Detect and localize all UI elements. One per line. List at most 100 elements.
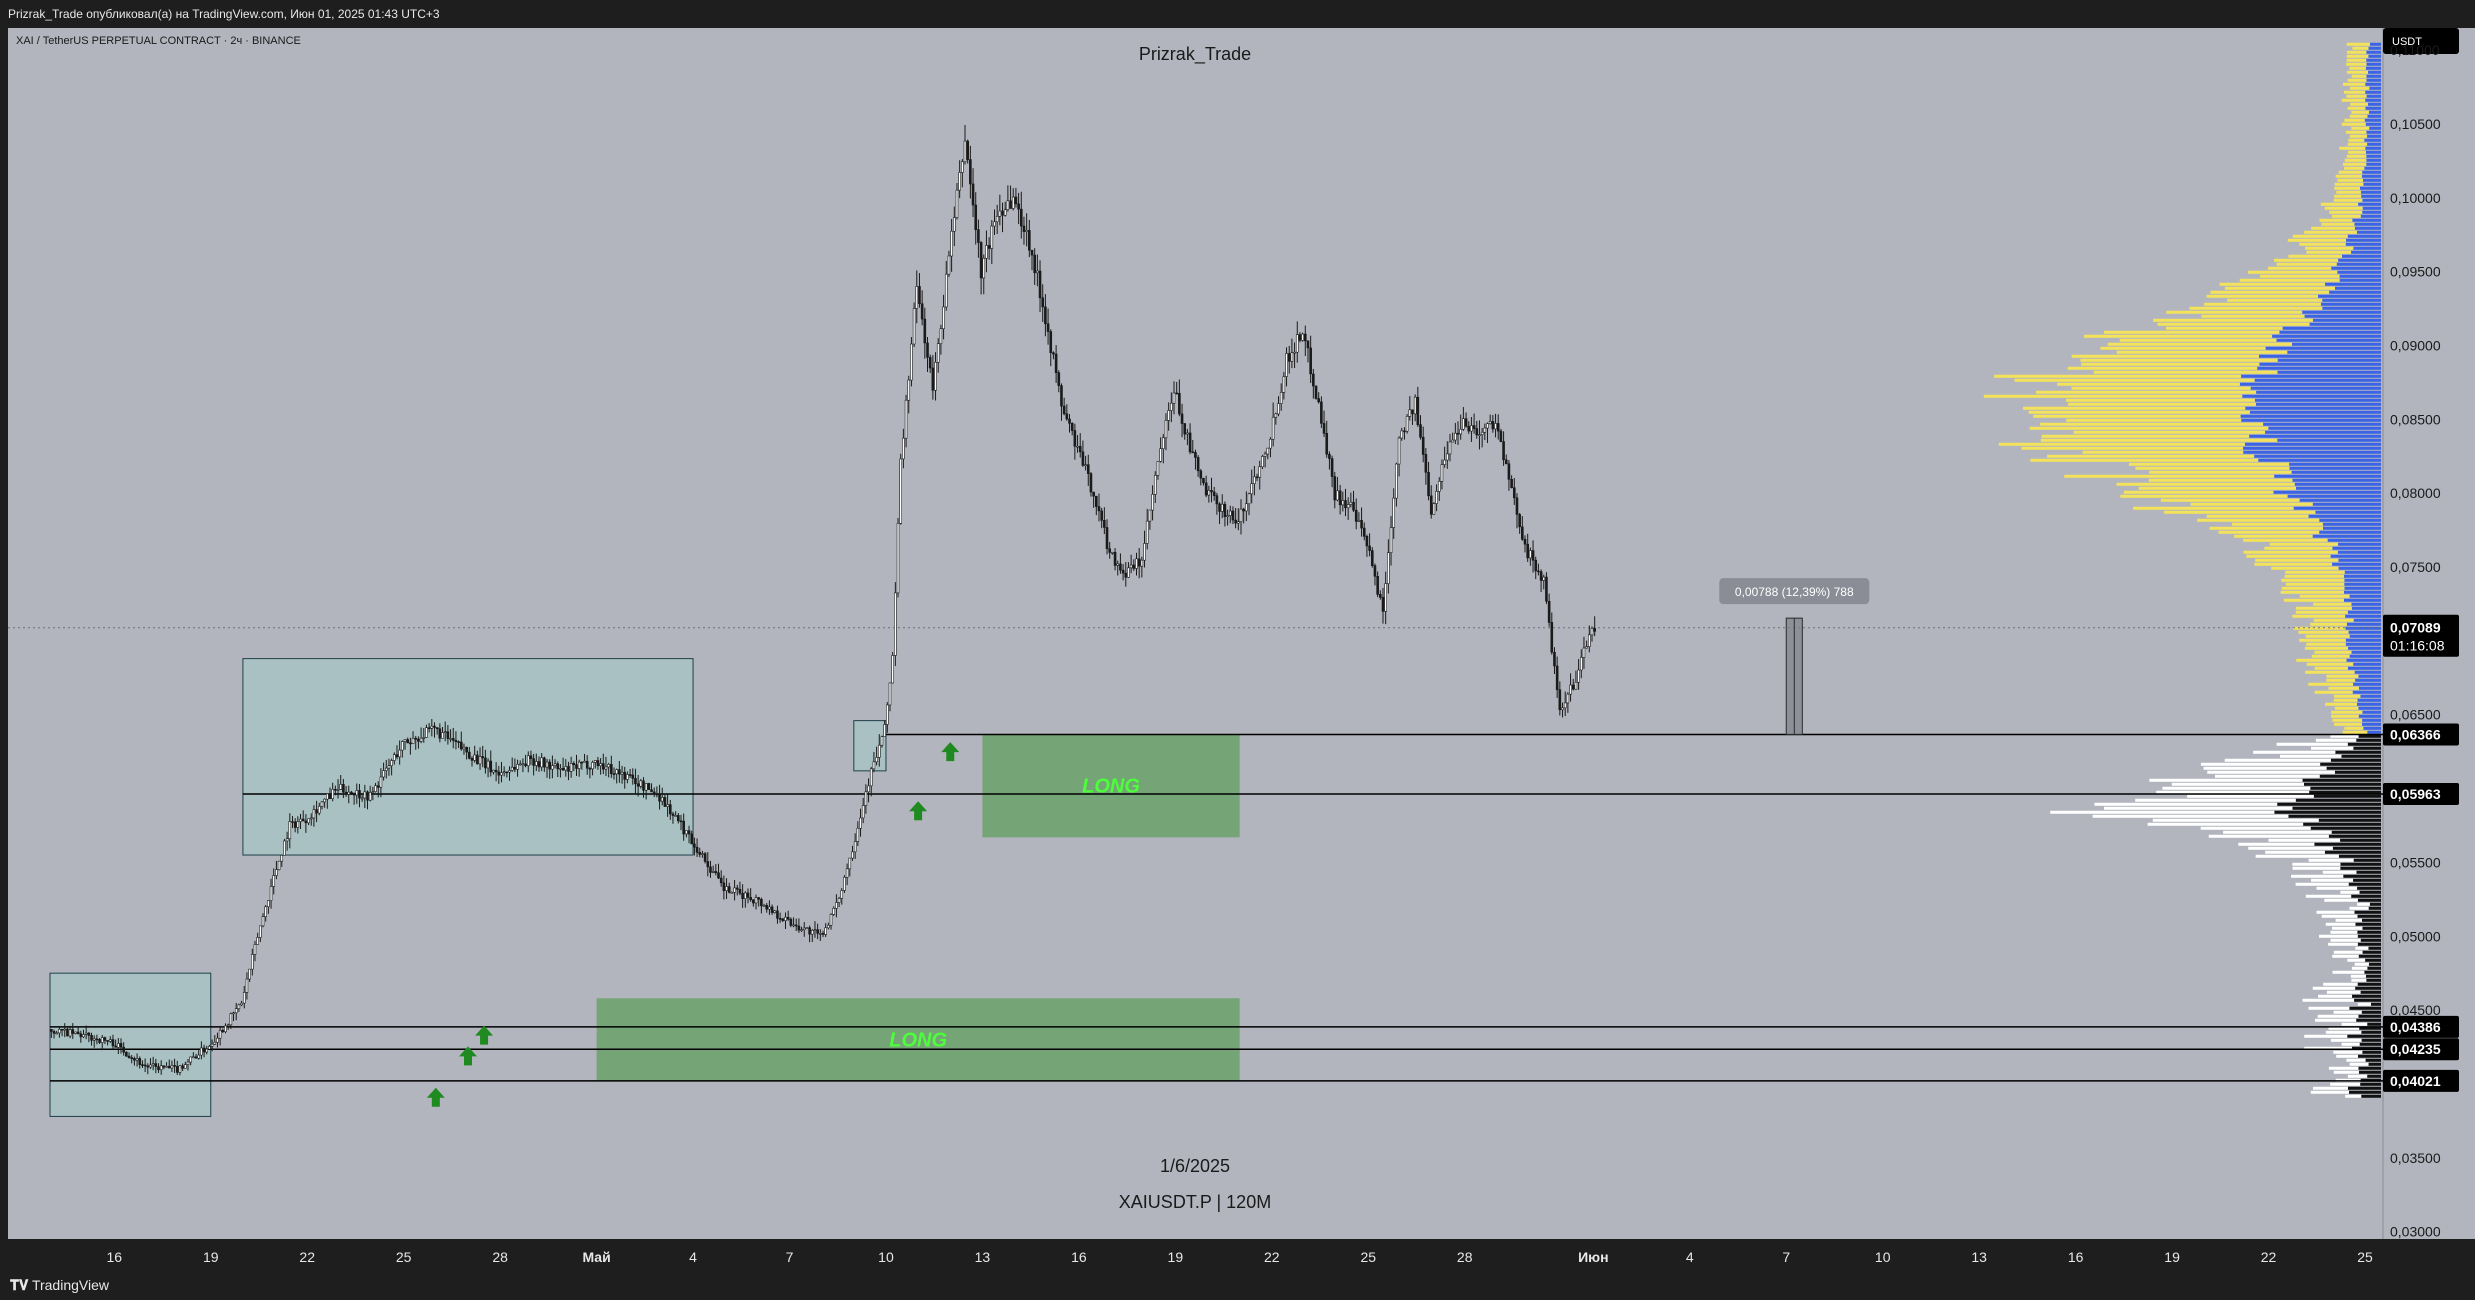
range-box[interactable] xyxy=(853,720,887,772)
volume-profile-bar xyxy=(2365,974,2381,978)
volume-profile-bar xyxy=(2366,78,2381,82)
volume-profile-bar xyxy=(2324,206,2363,210)
candle-body xyxy=(1009,200,1012,209)
candle-body xyxy=(599,763,602,767)
candle-body xyxy=(465,746,468,753)
candle-body xyxy=(425,727,428,738)
volume-profile-bar xyxy=(2361,1094,2381,1098)
candle-body xyxy=(1312,373,1315,387)
volume-profile-bar xyxy=(2265,346,2381,350)
range-box[interactable] xyxy=(49,972,212,1117)
volume-profile-bar xyxy=(2308,858,2354,862)
long-zone[interactable] xyxy=(596,998,1240,1081)
currency-badge-bg[interactable] xyxy=(2383,28,2459,54)
volume-profile-bar xyxy=(2340,890,2360,894)
candle-body xyxy=(760,898,763,907)
candle-body xyxy=(920,303,924,320)
volume-profile-bar xyxy=(2103,330,2280,334)
volume-profile-bar xyxy=(2243,450,2381,454)
range-box[interactable] xyxy=(242,658,694,856)
currency-badge[interactable]: USDT xyxy=(2392,36,2422,48)
volume-profile-bar xyxy=(2332,970,2365,974)
volume-profile-bar xyxy=(2310,826,2381,830)
candle-body xyxy=(714,871,718,874)
price-chart[interactable]: LONG LONG 0,00788 (12,39%) 788 XAI / Teth… xyxy=(0,28,2475,1270)
volume-profile-bar xyxy=(2330,758,2381,762)
volume-profile-bar xyxy=(2353,682,2381,686)
candle-body xyxy=(1325,432,1329,455)
candle-body xyxy=(1103,520,1106,528)
candle-body xyxy=(749,897,752,901)
volume-profile-bar xyxy=(2239,382,2381,386)
volume-profile-bar xyxy=(2335,750,2381,754)
volume-profile-bar xyxy=(2203,766,2327,770)
volume-profile-bar xyxy=(2341,754,2381,758)
candle-body xyxy=(1333,476,1337,501)
volume-profile-bar xyxy=(2338,542,2381,546)
candle-body xyxy=(1095,495,1098,507)
candle-body xyxy=(1277,403,1280,415)
candle-body xyxy=(768,906,771,910)
volume-profile-bar xyxy=(2366,58,2381,62)
volume-profile-bar xyxy=(2354,226,2381,230)
candle-body xyxy=(1542,576,1546,581)
volume-profile-bar xyxy=(2318,294,2381,298)
volume-profile-bar xyxy=(2351,894,2381,898)
volume-profile-bar xyxy=(2310,622,2347,626)
candle-body xyxy=(537,761,541,768)
volume-profile-bar xyxy=(2285,582,2345,586)
volume-profile-bar xyxy=(2310,786,2381,790)
volume-profile-bar xyxy=(2366,130,2381,134)
volume-profile-bar xyxy=(2362,722,2381,726)
volume-profile-bar xyxy=(2299,594,2350,598)
tradingview-logo-icon[interactable]: 𝐓𝐕 xyxy=(10,1277,29,1293)
candle-body xyxy=(1186,432,1189,435)
volume-profile-bar xyxy=(2357,930,2381,934)
volume-profile-bar xyxy=(2314,650,2352,654)
candle-body xyxy=(754,897,758,904)
volume-profile-bar xyxy=(2152,818,2319,822)
candle-body xyxy=(1245,503,1248,512)
volume-profile-bar xyxy=(2359,1026,2381,1030)
candle-body xyxy=(79,1033,83,1038)
candle-body xyxy=(1365,536,1369,547)
volume-profile-bar xyxy=(2071,386,2251,390)
volume-profile-bar xyxy=(2285,570,2345,574)
volume-profile-bar xyxy=(2295,882,2349,886)
volume-profile-bar xyxy=(2350,974,2366,978)
candle-body xyxy=(623,771,627,780)
volume-profile-bar xyxy=(2349,66,2366,70)
candle-body xyxy=(1145,520,1149,544)
candle-body xyxy=(1456,432,1460,435)
candle-body xyxy=(942,306,945,330)
volume-profile-bar xyxy=(2366,154,2381,158)
volume-profile-bar xyxy=(2364,118,2381,122)
volume-profile-bar xyxy=(2360,990,2381,994)
volume-profile-bar xyxy=(2358,954,2381,958)
candle-body xyxy=(1547,600,1551,623)
volume-profile-bar xyxy=(2311,654,2350,658)
volume-profile-bar xyxy=(2322,298,2381,302)
volume-profile-bar xyxy=(2258,354,2381,358)
volume-profile-bar xyxy=(2292,614,2346,618)
candle-body xyxy=(401,741,404,751)
volume-profile-bar xyxy=(2359,186,2381,190)
candle-body xyxy=(1590,628,1594,636)
candle-body xyxy=(797,925,801,931)
volume-profile-bar xyxy=(2367,966,2381,970)
candle-body xyxy=(468,751,471,759)
candle-body xyxy=(902,437,905,460)
volume-profile-bar xyxy=(2291,470,2381,474)
candle-body xyxy=(50,1028,53,1032)
volume-profile-bar xyxy=(2253,750,2336,754)
candle-body xyxy=(197,1054,201,1059)
time-tick-label: 13 xyxy=(1971,1249,1987,1265)
candle-body xyxy=(1194,452,1197,458)
candle-body xyxy=(923,318,927,344)
candle-body xyxy=(977,229,980,243)
candle-body xyxy=(1237,521,1240,524)
candle-body xyxy=(1129,564,1133,569)
candle-body xyxy=(1518,514,1521,528)
candle-body xyxy=(789,918,793,926)
long-zone[interactable] xyxy=(982,733,1240,838)
